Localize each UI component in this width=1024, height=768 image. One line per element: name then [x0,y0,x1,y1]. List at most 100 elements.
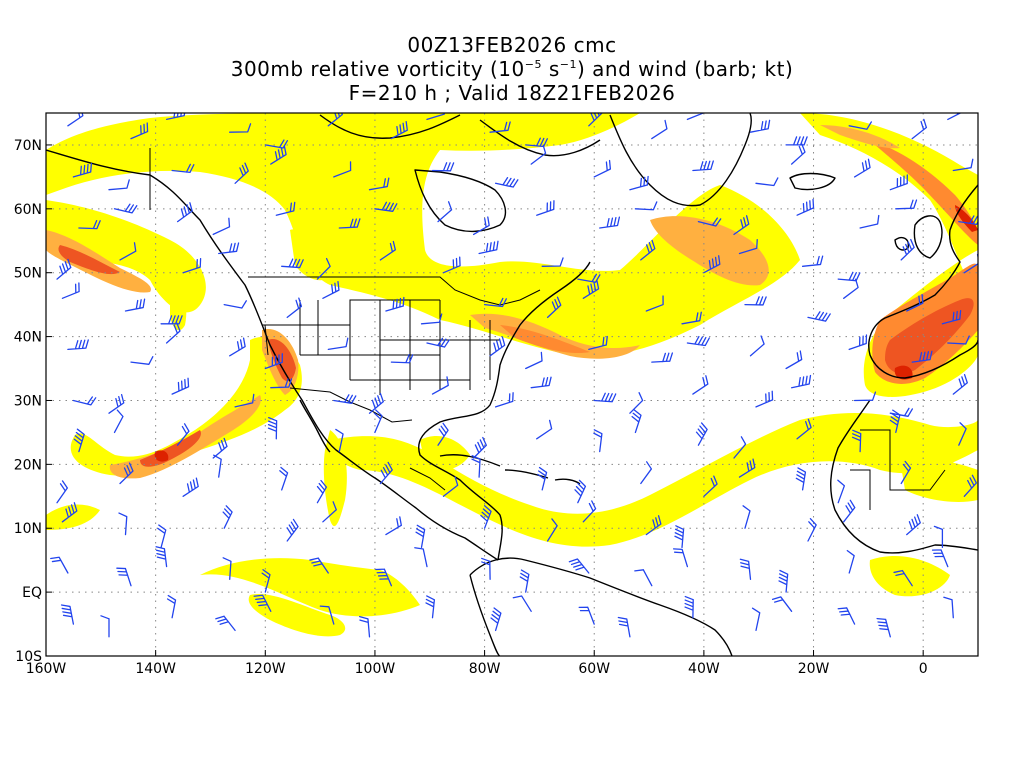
wind-barb [889,409,901,434]
wind-barb [537,466,548,491]
wind-barb [733,436,747,459]
wind-barb [634,569,653,587]
wind-barb [749,119,771,133]
wind-barb-stroke [335,428,344,453]
wind-barb-stroke [651,352,674,363]
wind-barb [119,242,137,261]
wind-barb [846,549,855,574]
wind-barb-stroke [651,119,668,140]
wind-barb-stroke [431,376,449,395]
vorticity-band-arctic [46,113,800,356]
wind-barb-stroke [176,202,193,223]
wind-barb [599,216,621,229]
wind-barb [837,479,846,504]
wind-barb [385,516,402,536]
wind-barb [494,177,519,188]
wind-barb-stroke [72,162,93,178]
wind-barb-stroke [525,137,548,148]
wind-barb-stroke [640,461,653,485]
vorticity-blob-equatorial-pacific [200,558,420,617]
wind-barb-stroke [846,549,855,574]
wind-barb [171,163,195,174]
wind-barb [472,216,490,236]
wind-barb [327,337,349,351]
tick-label-lon-80w: 80W [469,661,501,677]
wind-barb-stroke [634,201,658,211]
wind-barb-stroke [327,113,343,127]
wind-barb [744,296,767,306]
wind-barb [279,466,289,491]
wind-barb [958,215,978,226]
wind-barb-stroke [264,353,283,370]
wind-barb-stroke [931,549,949,568]
wind-barb-stroke [900,460,912,485]
wind-barb-stroke [593,429,603,453]
axis-ticks: 160W 140W 120W 100W 80W 60W 40W 20W 0 70N 60N 50N 40… [14,138,928,677]
wind-barb [593,159,612,178]
vorticity-blob-south-atlantic [869,555,950,597]
wind-barb [72,162,93,178]
wind-barb [264,139,289,149]
wind-barb-stroke [333,394,357,404]
wind-barb-stroke [118,512,128,536]
wind-barb-stroke [490,607,502,632]
wind-barb [431,162,455,172]
vorticity-mid-arctic [820,125,900,149]
tick-label-lon-140w: 140W [135,661,176,677]
wind-barb-stroke [116,567,132,587]
wind-barb-stroke [166,594,177,619]
wind-barb-stroke [279,466,289,491]
wind-barb-stroke [379,461,393,485]
wind-barb-stroke [749,335,765,357]
wind-barb-stroke [60,604,75,625]
wind-barb-stroke [319,605,335,625]
wind-barb-stroke [171,377,190,395]
wind-barb-stroke [686,335,710,347]
wind-barb [629,175,649,191]
wind-barb [947,335,970,345]
wind-barb [574,479,587,504]
wind-barb-stroke [234,393,255,408]
vorticity-mid-atlantic [650,216,769,286]
wind-barb [738,239,758,255]
wind-barb [943,596,954,619]
wind-barb-stroke [742,505,751,529]
wind-barb-stroke [472,216,490,236]
wind-barb [853,158,871,178]
wind-barb-stroke [593,392,617,403]
wind-barb-stroke [771,596,793,612]
wind-barb [697,217,722,227]
wind-barb [963,474,977,497]
wind-barb-stroke [629,392,644,414]
wind-barb-stroke [755,390,774,408]
wind-barb-stroke [270,378,293,389]
wind-barb [911,350,933,363]
wind-barb-stroke [442,476,459,497]
wind-barb [958,422,967,446]
wind-barb [222,505,233,529]
wind-barb [895,199,918,210]
wind-barb-stroke [952,158,974,172]
title-field-suffix: ) and wind (barb; kt) [576,57,794,81]
wind-barb-stroke [176,423,190,446]
coastline-cuba-caribbean [439,454,581,485]
wind-barb [270,145,287,165]
wind-barb [335,428,344,453]
wind-barb [426,113,446,121]
wind-barb [695,422,708,446]
wind-barb-stroke [261,569,271,593]
wind-barb [681,311,702,325]
wind-barb-stroke [108,393,125,414]
wind-barb-stroke [519,569,530,593]
wind-barb [113,409,124,434]
wind-barb-stroke [738,458,756,478]
wind-barb-stroke [234,162,249,184]
wind-barb [375,568,393,587]
wind-barb-stroke [281,258,304,269]
tick-label-lat-10s: 10S [15,649,42,665]
title-line-model-run: 00Z13FEB2026 cmc [407,33,617,57]
wind-barb [494,392,514,408]
wind-barb [176,423,190,446]
wind-barb-stroke [541,257,564,267]
wind-barb-stroke [738,239,758,255]
